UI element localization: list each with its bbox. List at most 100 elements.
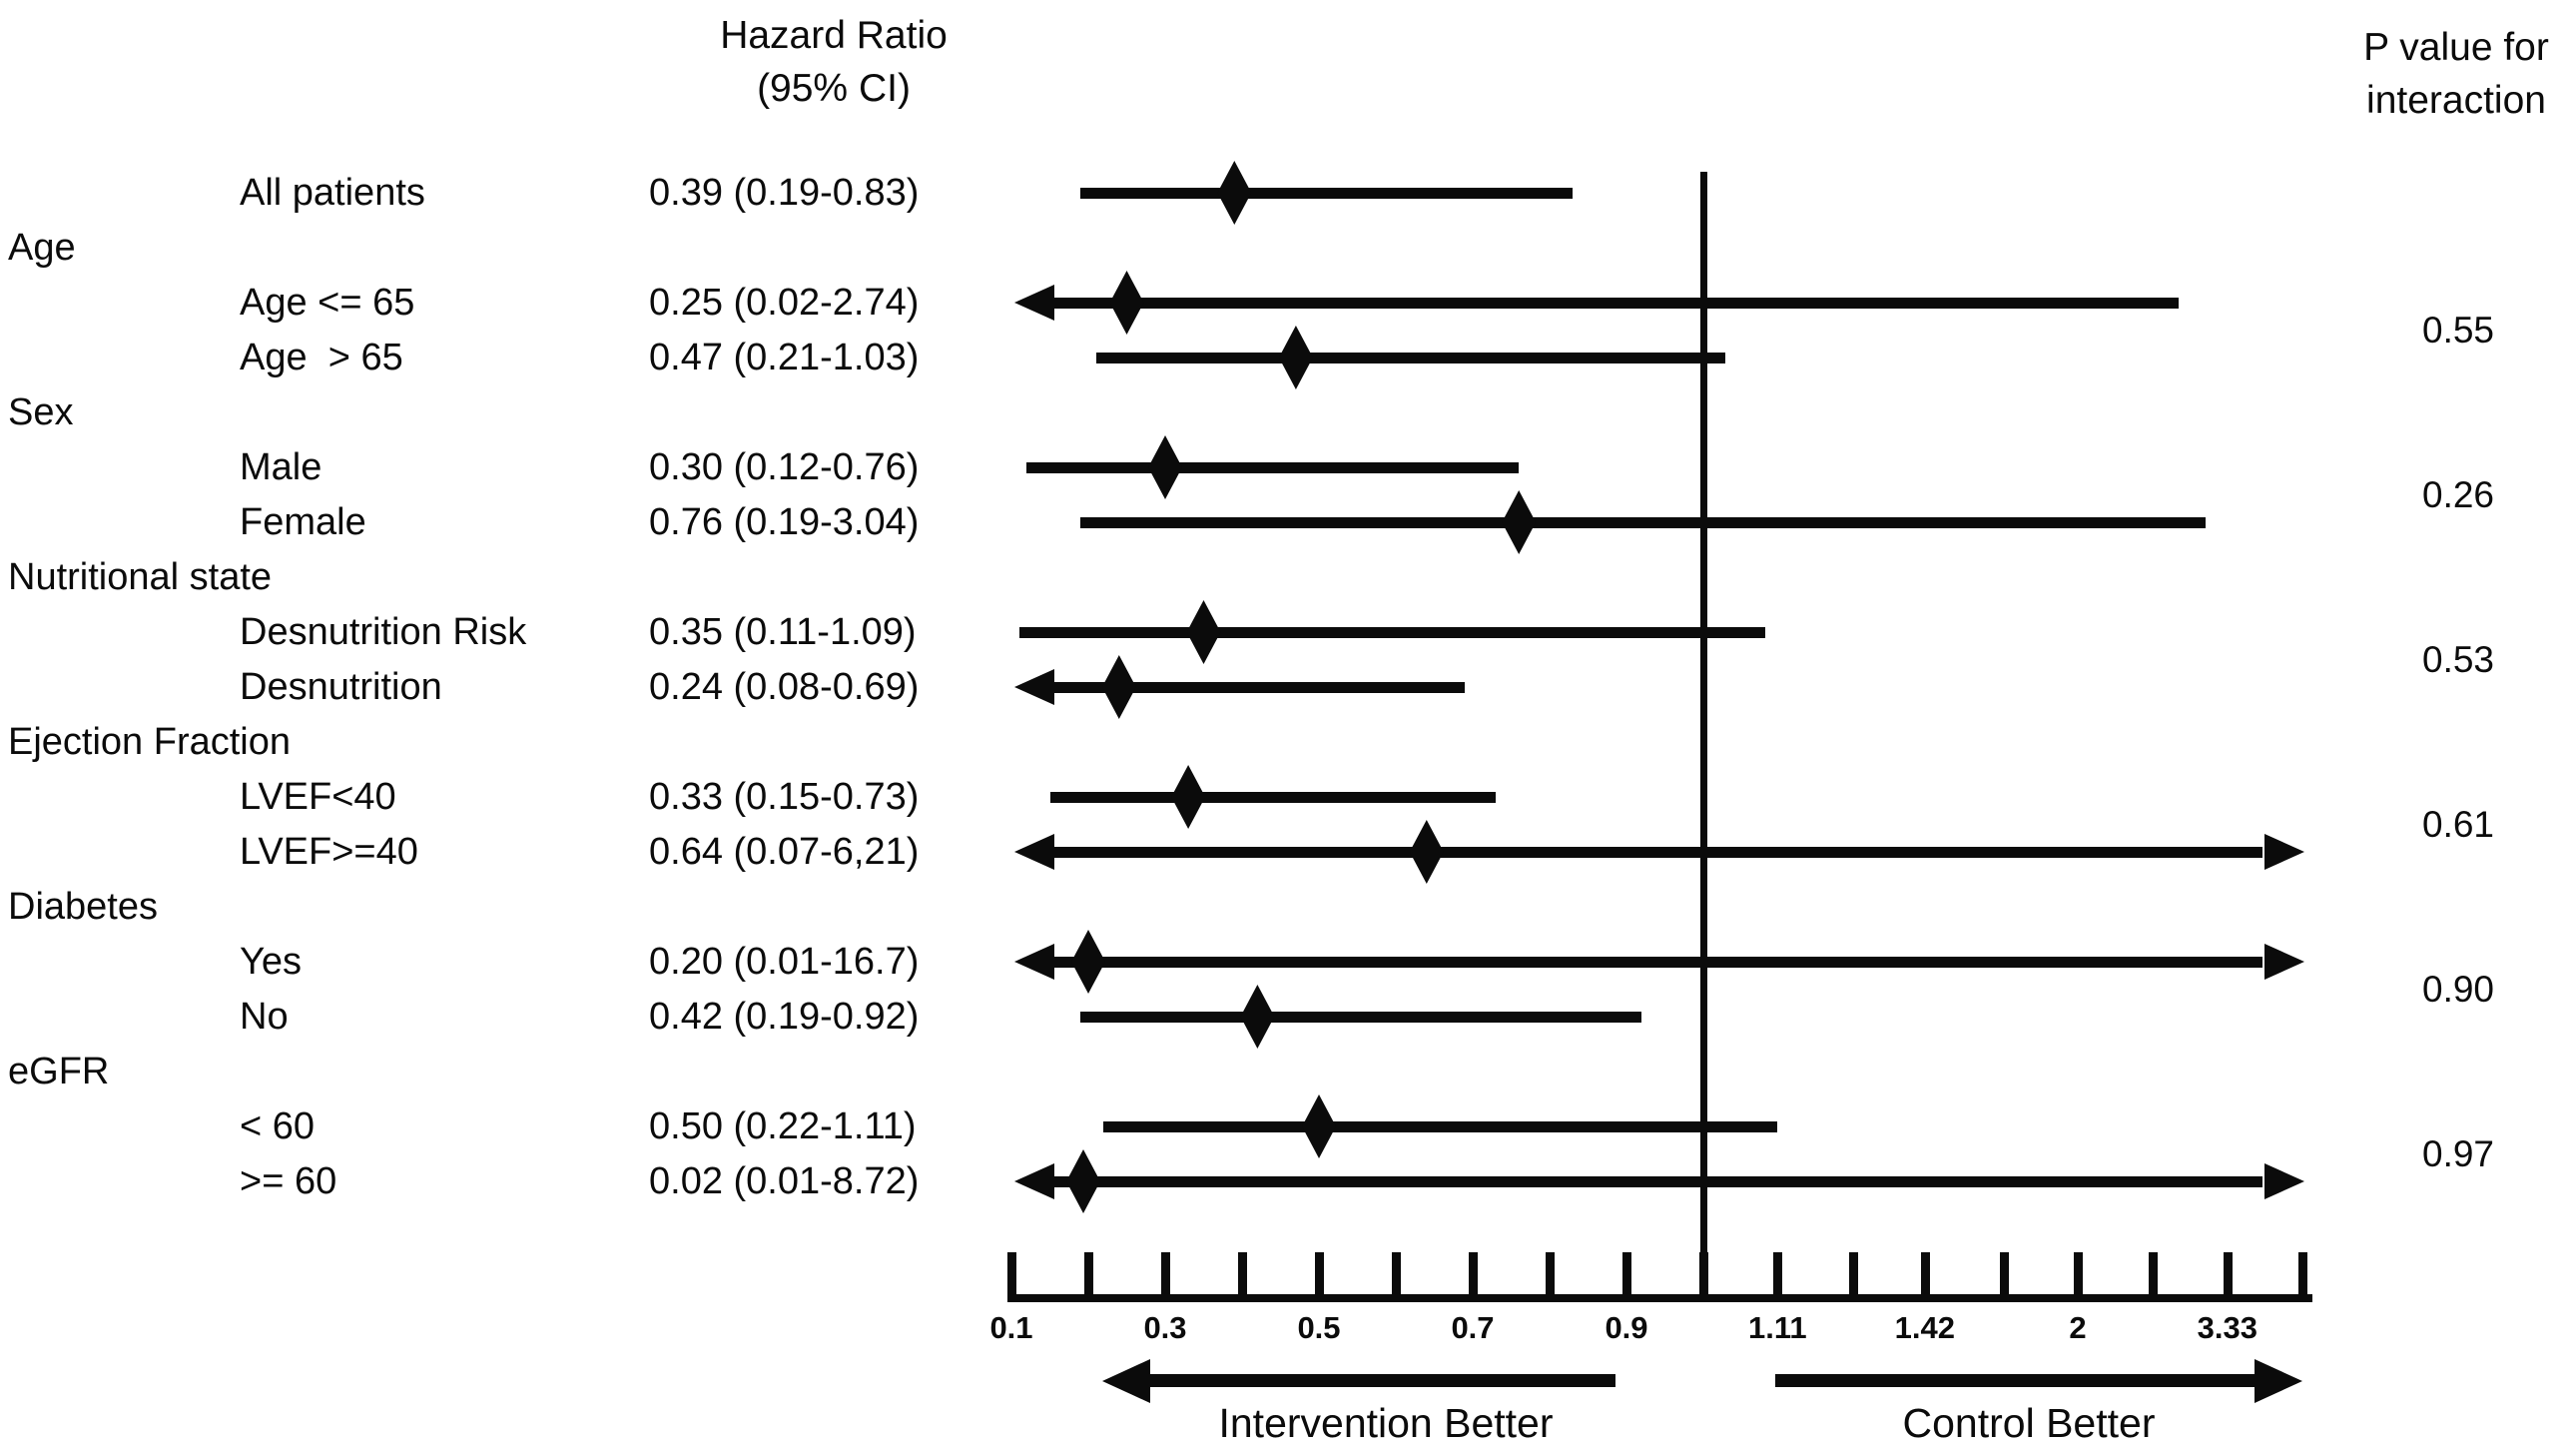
row-label: Male (240, 446, 322, 488)
intervention-better-arrowhead-icon (1102, 1359, 1150, 1403)
p-value: 0.61 (2421, 803, 2495, 845)
hr-ci-value: 0.47 (0.21-1.03) (649, 337, 920, 378)
axis-tick (1084, 1252, 1093, 1298)
ci-diamond-marker (1502, 490, 1537, 554)
axis-tick (1546, 1252, 1555, 1298)
hr-ci-value: 0.50 (0.22-1.11) (649, 1105, 917, 1147)
axis-tick (2298, 1252, 2307, 1298)
ci-line (1048, 682, 1466, 693)
hr-ci-value: 0.30 (0.12-0.76) (649, 446, 920, 488)
ci-line (1095, 353, 1725, 363)
ci-diamond-marker (1409, 820, 1444, 884)
row-label: LVEF<40 (240, 776, 396, 818)
group-label: Age (8, 227, 76, 269)
control-better-arrow (1775, 1374, 2258, 1387)
ci-line (1048, 957, 2262, 968)
row-label: Yes (240, 941, 302, 983)
ci-diamond-marker (1109, 271, 1144, 335)
ci-diamond-marker (1186, 600, 1221, 664)
row-label: Desnutrition Risk (240, 611, 527, 653)
row-label: No (240, 996, 289, 1038)
axis-tick (2149, 1252, 2158, 1298)
axis-tick-label: 0.7 (1451, 1310, 1495, 1345)
group-label: Nutritional state (8, 556, 273, 598)
row-label: < 60 (240, 1105, 316, 1147)
axis-tick (1238, 1252, 1247, 1298)
ci-diamond-marker (1071, 930, 1105, 994)
ci-line (1080, 517, 2207, 528)
p-value-header-line2: interaction (2366, 79, 2546, 122)
ci-diamond-marker (1171, 765, 1206, 829)
ci-line (1080, 188, 1574, 199)
hr-ci-value: 0.20 (0.01-16.7) (649, 941, 920, 983)
hr-ci-value: 0.02 (0.01-8.72) (649, 1160, 920, 1202)
axis-tick (1161, 1252, 1170, 1298)
axis-tick (2223, 1252, 2233, 1298)
ci-diamond-marker (1302, 1094, 1336, 1158)
ci-arrowhead-left-icon (1014, 944, 1054, 980)
axis-tick-label: 0.3 (1143, 1310, 1187, 1345)
ci-line (1018, 627, 1765, 638)
hazard-ratio-header-line2: (95% CI) (757, 67, 911, 110)
row-label: All patients (240, 172, 425, 214)
intervention-better-label: Intervention Better (1218, 1400, 1554, 1446)
group-label: Sex (8, 391, 74, 433)
p-value: 0.26 (2421, 473, 2495, 515)
p-value: 0.53 (2421, 638, 2495, 680)
hr-ci-value: 0.42 (0.19-0.92) (649, 996, 920, 1038)
axis-tick (1920, 1252, 1930, 1298)
ci-line (1048, 298, 2180, 309)
axis-tick-label: 1.11 (1748, 1310, 1807, 1345)
axis-tick (1007, 1252, 1016, 1298)
p-value: 0.55 (2421, 309, 2495, 351)
ci-arrowhead-left-icon (1014, 1163, 1054, 1199)
ci-arrowhead-left-icon (1014, 834, 1054, 870)
control-better-arrowhead-icon (2254, 1359, 2302, 1403)
axis-tick (2074, 1252, 2083, 1298)
ci-line (1026, 462, 1520, 473)
row-label: Desnutrition (240, 666, 442, 708)
ci-diamond-marker (1217, 161, 1252, 225)
hr-ci-value: 0.24 (0.08-0.69) (649, 666, 920, 708)
ci-diamond-marker (1278, 326, 1313, 389)
hazard-ratio-header-line1: Hazard Ratio (720, 14, 948, 57)
ci-diamond-marker (1148, 435, 1182, 499)
hr-ci-value: 0.35 (0.11-1.09) (649, 611, 917, 653)
row-label: >= 60 (240, 1160, 337, 1202)
axis-tick-label: 3.33 (2197, 1310, 2257, 1345)
ci-arrowhead-right-icon (2264, 1163, 2304, 1199)
hr-ci-value: 0.39 (0.19-0.83) (649, 172, 920, 214)
axis-tick-label: 0.5 (1297, 1310, 1341, 1345)
axis-tick (1392, 1252, 1401, 1298)
group-label: Ejection Fraction (8, 721, 292, 763)
intervention-better-arrow (1144, 1374, 1615, 1387)
ci-diamond-marker (1066, 1149, 1100, 1213)
control-better-label: Control Better (1902, 1400, 2156, 1446)
axis-tick (1699, 1252, 1708, 1298)
hr-ci-value: 0.33 (0.15-0.73) (649, 776, 920, 818)
axis-tick (1622, 1252, 1631, 1298)
row-label: Female (240, 501, 366, 543)
p-value-header-line1: P value for (2363, 26, 2549, 69)
group-label: Diabetes (8, 886, 158, 928)
hr-ci-value: 0.64 (0.07-6,21) (649, 831, 920, 873)
ci-line (1048, 847, 2262, 858)
group-label: eGFR (8, 1051, 110, 1092)
ci-diamond-marker (1240, 985, 1275, 1049)
ci-arrowhead-right-icon (2264, 944, 2304, 980)
ci-line (1080, 1012, 1642, 1023)
axis-tick (1849, 1252, 1858, 1298)
axis-tick (1773, 1252, 1783, 1298)
ci-arrowhead-right-icon (2264, 834, 2304, 870)
axis-tick (1315, 1252, 1324, 1298)
ci-diamond-marker (1101, 655, 1136, 719)
p-value: 0.97 (2421, 1132, 2495, 1174)
ci-arrowhead-left-icon (1014, 285, 1054, 321)
axis-tick-label: 0.1 (989, 1310, 1033, 1345)
axis-tick-label: 1.42 (1894, 1310, 1955, 1345)
axis-tick (1999, 1252, 2009, 1298)
p-value: 0.90 (2421, 968, 2495, 1010)
hr-ci-value: 0.76 (0.19-3.04) (649, 501, 920, 543)
row-label: Age > 65 (240, 337, 403, 378)
